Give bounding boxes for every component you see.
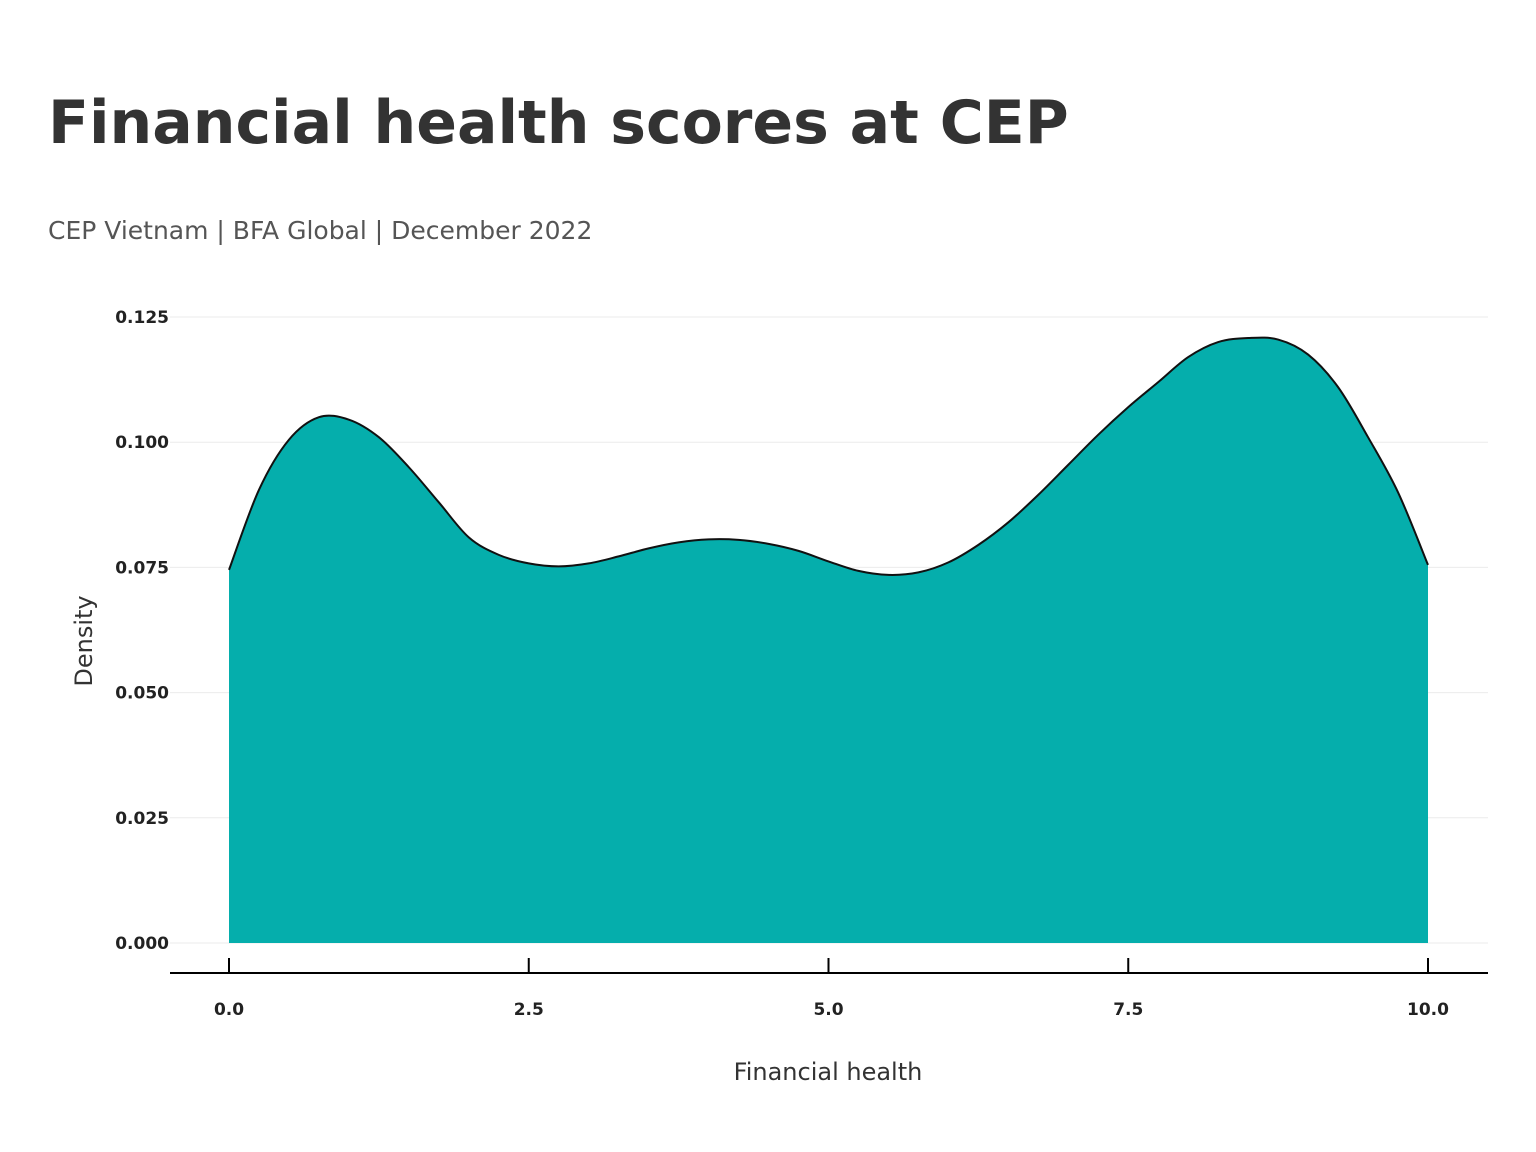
y-axis-title: Density xyxy=(70,595,98,686)
density-area xyxy=(229,337,1428,944)
x-axis-title: Financial health xyxy=(734,1058,923,1086)
y-tick-label: 0.125 xyxy=(115,308,169,328)
y-axis-ticks: 0.000 0.025 0.050 0.075 0.100 0.125 xyxy=(115,308,169,954)
x-axis-ticks: 0.0 2.5 5.0 7.5 10.0 xyxy=(214,958,1449,1020)
chart-title: Financial health scores at CEP xyxy=(48,88,1069,158)
y-tick-label: 0.100 xyxy=(115,433,169,453)
x-tick-label: 7.5 xyxy=(1113,1000,1143,1020)
x-tick-label: 5.0 xyxy=(813,1000,843,1020)
x-tick-label: 0.0 xyxy=(214,1000,244,1020)
y-tick-label: 0.025 xyxy=(115,809,169,829)
y-tick-label: 0.075 xyxy=(115,558,169,578)
y-tick-label: 0.050 xyxy=(115,684,169,704)
y-tick-label: 0.000 xyxy=(115,934,169,954)
density-outline xyxy=(228,336,1429,576)
chart-subtitle: CEP Vietnam | BFA Global | December 2022 xyxy=(48,216,593,245)
x-tick-label: 2.5 xyxy=(514,1000,544,1020)
x-tick-label: 10.0 xyxy=(1407,1000,1449,1020)
